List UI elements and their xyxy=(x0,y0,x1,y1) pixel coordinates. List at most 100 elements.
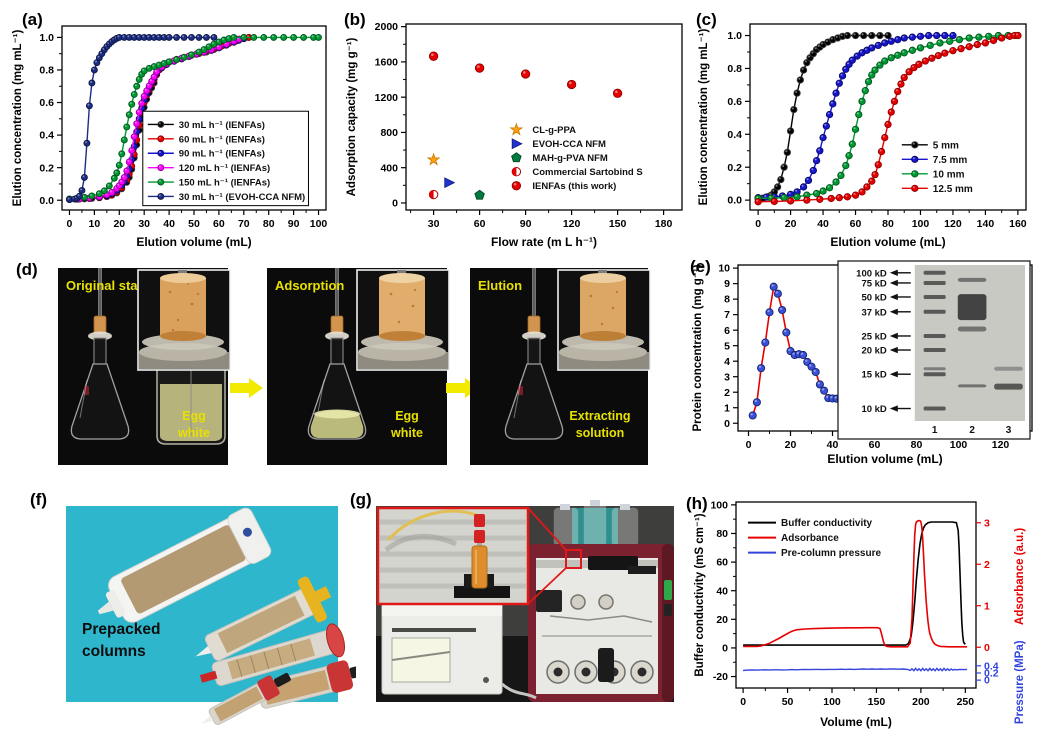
svg-text:CL-g-PPA: CL-g-PPA xyxy=(532,125,576,136)
photo-sub-label: Egg xyxy=(182,409,206,423)
flask xyxy=(504,268,564,440)
svg-text:10 mm: 10 mm xyxy=(933,169,965,180)
column-closeup-inset xyxy=(376,506,530,606)
svg-text:50: 50 xyxy=(782,696,794,708)
photo-caption: columns xyxy=(82,643,146,660)
photo-sub-label: white xyxy=(390,426,423,440)
svg-text:120: 120 xyxy=(944,218,962,230)
arrow-right-icon xyxy=(230,378,263,398)
svg-text:2: 2 xyxy=(984,559,990,571)
svg-text:Buffer conductivity: Buffer conductivity xyxy=(781,518,873,529)
syringe-column-large xyxy=(97,507,272,623)
svg-text:0: 0 xyxy=(984,642,990,654)
svg-text:30 mL h⁻¹ (IENFAs): 30 mL h⁻¹ (IENFAs) xyxy=(179,120,265,131)
svg-text:0.2: 0.2 xyxy=(727,162,742,174)
svg-text:7.5 mm: 7.5 mm xyxy=(933,155,968,166)
syringe-column-small xyxy=(245,660,356,709)
svg-text:IENFAs (this work): IENFAs (this work) xyxy=(532,181,616,192)
svg-text:20: 20 xyxy=(785,439,797,451)
svg-text:12.5 mm: 12.5 mm xyxy=(933,184,973,195)
legend: Buffer conductivity Adsorbance Pre-column … xyxy=(748,518,881,559)
svg-text:120 mL h⁻¹ (IENFAs): 120 mL h⁻¹ (IENFAs) xyxy=(179,163,270,174)
legend: 30 mL h⁻¹ (IENFAs) 60 mL h⁻¹ (IENFAs) 90 m… xyxy=(142,110,309,207)
svg-text:0.4: 0.4 xyxy=(39,130,54,142)
chart-plot: 0 50 100 150 200 250 -20 0 20 40 60 80 100 0 1 2 3 Adsorb… xyxy=(694,499,1026,729)
legend: 5 mm 7.5 mm 10 mm 12.5 mm xyxy=(901,140,973,195)
svg-text:0: 0 xyxy=(984,675,990,687)
svg-text:50: 50 xyxy=(188,218,200,230)
svg-text:140: 140 xyxy=(977,218,995,230)
svg-text:0.2: 0.2 xyxy=(39,162,54,174)
svg-text:20: 20 xyxy=(785,218,797,230)
panel-f-label: (f) xyxy=(30,490,47,509)
svg-text:Adsorption capacity (mg g⁻¹): Adsorption capacity (mg g⁻¹) xyxy=(346,37,358,196)
svg-text:3: 3 xyxy=(1006,425,1012,436)
adsorption-column xyxy=(93,315,107,335)
svg-text:Buffer conductivity (mS cm⁻¹): Buffer conductivity (mS cm⁻¹) xyxy=(694,513,706,676)
svg-text:1200: 1200 xyxy=(375,92,399,104)
svg-text:40: 40 xyxy=(817,218,829,230)
column-inset-photo xyxy=(356,269,450,371)
svg-text:3: 3 xyxy=(984,517,990,529)
photo-sub-label: solution xyxy=(576,426,625,440)
svg-text:0: 0 xyxy=(392,198,398,210)
svg-text:7: 7 xyxy=(724,309,730,321)
svg-text:Elution volume (mL): Elution volume (mL) xyxy=(827,452,942,466)
svg-text:Volume (mL): Volume (mL) xyxy=(820,715,892,729)
svg-text:800: 800 xyxy=(380,127,398,139)
photo-fplc-system xyxy=(376,500,674,702)
photo-caption: Prepacked xyxy=(82,621,160,638)
syringe-column-yellow xyxy=(195,576,332,661)
syringe-column-red-flange xyxy=(199,623,346,686)
svg-text:EVOH-CCA NFM: EVOH-CCA NFM xyxy=(532,139,606,150)
svg-text:10: 10 xyxy=(89,218,101,230)
svg-text:100: 100 xyxy=(710,499,728,511)
svg-text:0.2: 0.2 xyxy=(984,668,999,680)
svg-text:10: 10 xyxy=(718,263,730,275)
svg-text:90 mL h⁻¹ (IENFAs): 90 mL h⁻¹ (IENFAs) xyxy=(179,149,265,160)
photo-sub-label: Extracting xyxy=(569,409,630,423)
svg-text:1: 1 xyxy=(724,402,730,414)
panel-d-label: (d) xyxy=(16,260,38,279)
svg-text:5 mm: 5 mm xyxy=(933,140,959,151)
panel-h-label: (h) xyxy=(686,494,708,513)
panel-d-photos: Original state Egg white xyxy=(58,268,651,465)
svg-text:250: 250 xyxy=(957,696,975,708)
photo-sub-label: Egg xyxy=(395,409,419,423)
chart-elution-vs-thickness: 0 20 40 60 80 100 120 140 160 0.0 0.2 0.4 0.6 0.8 1.0 E… xyxy=(698,23,1027,249)
svg-text:Commercial Sartobind S: Commercial Sartobind S xyxy=(532,167,642,178)
svg-text:100: 100 xyxy=(950,439,968,451)
chart-adsorption-capacity: 30 60 90 120 150 180 0 400 800 1200 1600 2000 Flow r… xyxy=(346,21,683,249)
svg-text:30: 30 xyxy=(138,218,150,230)
svg-text:30: 30 xyxy=(428,218,440,230)
svg-text:20: 20 xyxy=(716,614,728,626)
svg-text:5: 5 xyxy=(724,340,730,352)
svg-text:150 mL h⁻¹ (IENFAs): 150 mL h⁻¹ (IENFAs) xyxy=(179,178,270,189)
svg-text:10 kD: 10 kD xyxy=(861,404,886,415)
svg-text:0: 0 xyxy=(755,218,761,230)
svg-text:Elution concentration (mg mL⁻¹: Elution concentration (mg mL⁻¹) xyxy=(12,30,24,207)
svg-text:Elution concentration (mg mL⁻¹: Elution concentration (mg mL⁻¹) xyxy=(698,29,710,206)
svg-text:160: 160 xyxy=(1009,218,1027,230)
panel-b-label: (b) xyxy=(344,10,366,29)
chart-chromatogram: 0 50 100 150 200 250 -20 0 20 40 60 80 100 0 1 2 3 Adsorb… xyxy=(694,499,1026,729)
svg-text:Pressure (MPa): Pressure (MPa) xyxy=(1014,640,1026,724)
svg-text:75 kD: 75 kD xyxy=(861,278,886,289)
fraction-collector xyxy=(381,601,503,695)
svg-text:1: 1 xyxy=(932,425,938,436)
svg-text:25 kD: 25 kD xyxy=(861,331,886,342)
svg-text:20: 20 xyxy=(113,218,125,230)
svg-text:90: 90 xyxy=(520,218,532,230)
callout-line xyxy=(527,507,567,551)
svg-text:Protein concentration (mg g⁻¹): Protein concentration (mg g⁻¹) xyxy=(692,264,704,431)
svg-text:9: 9 xyxy=(724,278,730,290)
svg-text:1: 1 xyxy=(984,600,990,612)
svg-text:40: 40 xyxy=(827,439,839,451)
fplc-machine xyxy=(528,500,674,702)
svg-text:100: 100 xyxy=(310,218,328,230)
adsorption-column xyxy=(527,315,541,335)
svg-text:0.8: 0.8 xyxy=(39,65,54,77)
svg-text:4: 4 xyxy=(724,356,730,368)
svg-text:0: 0 xyxy=(740,696,746,708)
